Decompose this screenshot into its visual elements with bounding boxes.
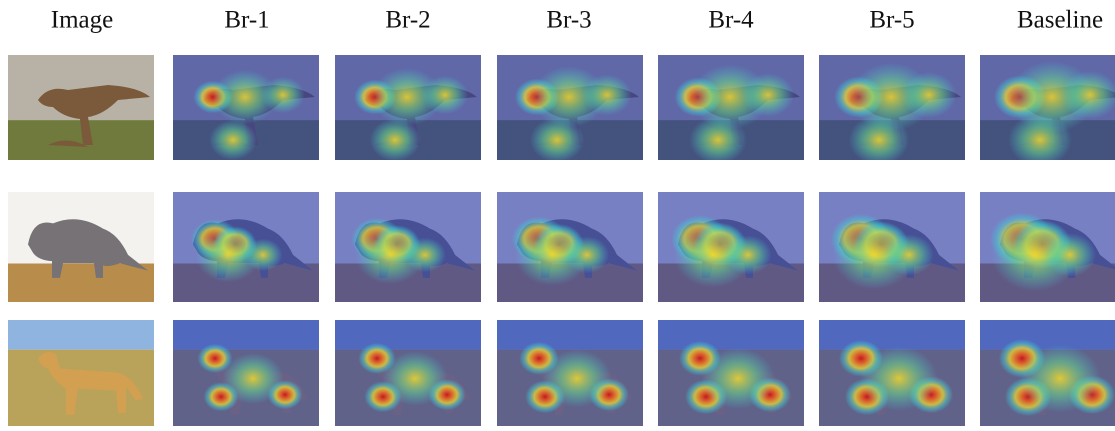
tile-content xyxy=(497,55,643,163)
heat-blob xyxy=(1044,233,1096,277)
heatmap-tile xyxy=(980,192,1115,302)
column-header: Br-3 xyxy=(546,7,591,34)
heat-blob xyxy=(701,348,774,409)
heatmap-tile xyxy=(173,320,319,426)
heatmap-tile xyxy=(497,320,643,426)
tile-content xyxy=(8,192,154,302)
heatmap-tile xyxy=(819,55,965,165)
image-grid xyxy=(8,55,1115,426)
tile-content xyxy=(497,320,643,426)
tile-content xyxy=(335,320,481,426)
heat-blob xyxy=(404,237,446,272)
heatmap-tile xyxy=(497,55,643,163)
heat-blob xyxy=(209,120,257,160)
heat-blob xyxy=(422,76,469,115)
heatmap-tile xyxy=(335,192,481,302)
heat-blob xyxy=(243,238,282,271)
heatmap-tile xyxy=(980,55,1115,167)
heat-blob xyxy=(849,115,910,166)
heat-blob xyxy=(222,353,283,404)
tile-content xyxy=(497,192,643,302)
tile-content xyxy=(658,55,804,164)
tile-content xyxy=(819,192,965,302)
heat-blob xyxy=(542,350,611,408)
heatmap-tile xyxy=(335,320,481,426)
heatmap-tile xyxy=(980,320,1115,426)
column-header: Image xyxy=(51,7,113,34)
column-header: Br-4 xyxy=(708,7,754,34)
figure: Image Br-1 Br-2 Br-3 Br-4 Br-5 Baseline xyxy=(0,0,1115,431)
tile-content xyxy=(335,192,481,302)
ground xyxy=(8,264,154,303)
tile-content xyxy=(8,320,154,426)
tile-content xyxy=(980,320,1115,426)
heatmap-tile xyxy=(173,55,319,160)
heat-blob xyxy=(884,234,934,275)
tile-content xyxy=(980,192,1115,302)
tile-content xyxy=(173,320,319,426)
heatmap-tile xyxy=(335,55,481,161)
heat-blob xyxy=(724,235,771,274)
tile-content xyxy=(980,55,1115,167)
heat-blob xyxy=(530,117,584,162)
tile-content xyxy=(8,55,154,160)
heatmap-tile xyxy=(819,320,965,426)
sky xyxy=(8,320,154,350)
tile-content xyxy=(658,320,804,426)
heat-blob xyxy=(1019,345,1100,413)
heat-blob xyxy=(901,72,956,118)
heatmap-tile xyxy=(497,192,643,302)
tile-content xyxy=(819,55,965,165)
tile-content xyxy=(819,320,965,426)
heatmap-tile xyxy=(658,320,804,426)
tile-content xyxy=(173,192,319,302)
input-image xyxy=(8,192,154,302)
column-headers: Image Br-1 Br-2 Br-3 Br-4 Br-5 Baseline xyxy=(51,7,1103,34)
heat-blob xyxy=(582,74,631,115)
heat-blob xyxy=(742,73,794,117)
heat-blob xyxy=(860,346,937,410)
heat-blob xyxy=(565,236,609,273)
column-header: Baseline xyxy=(1017,7,1103,34)
heatmap-tile xyxy=(658,192,804,302)
heatmap-tile xyxy=(173,192,319,302)
column-header: Br-2 xyxy=(385,7,430,34)
heat-blob xyxy=(689,116,747,164)
heat-blob xyxy=(369,119,420,162)
heat-blob xyxy=(261,77,305,113)
column-header: Br-1 xyxy=(224,7,269,34)
heatmap-tile xyxy=(819,192,965,302)
tile-content xyxy=(335,55,481,161)
heat-blob xyxy=(382,351,447,405)
heatmap-tile xyxy=(658,55,804,164)
column-header: Br-5 xyxy=(869,7,914,34)
heat-blob xyxy=(1008,113,1072,166)
tile-content xyxy=(173,55,319,160)
input-image xyxy=(8,320,154,426)
tile-content xyxy=(658,192,804,302)
input-image xyxy=(8,55,154,160)
